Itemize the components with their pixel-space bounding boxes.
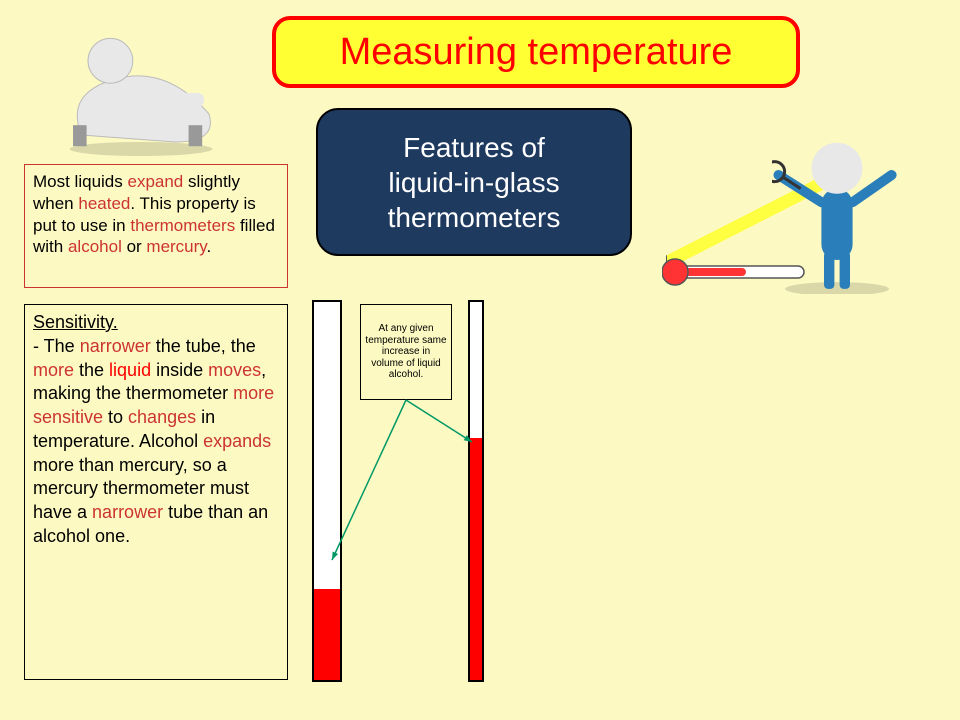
page-title: Measuring temperature [340, 31, 733, 74]
thermometer-narrow-fill [470, 438, 482, 680]
person-right-icon [772, 124, 902, 294]
thermometer-wide-tube [312, 300, 342, 682]
subtitle-text: Features ofliquid-in-glassthermometers [388, 130, 561, 235]
sensitivity-text-box: Sensitivity.- The narrower the tube, the… [24, 304, 288, 680]
thermometer-narrow-tube [468, 300, 484, 682]
annotation-box: At any given temperature same increase i… [360, 304, 452, 400]
intro-text-box: Most liquids expand slightly when heated… [24, 164, 288, 288]
person-left-icon [56, 16, 226, 156]
title-box: Measuring temperature [272, 16, 800, 88]
thermometer-wide-fill [314, 589, 340, 680]
annotation-text: At any given temperature same increase i… [365, 323, 447, 381]
subtitle-box: Features ofliquid-in-glassthermometers [316, 108, 632, 256]
